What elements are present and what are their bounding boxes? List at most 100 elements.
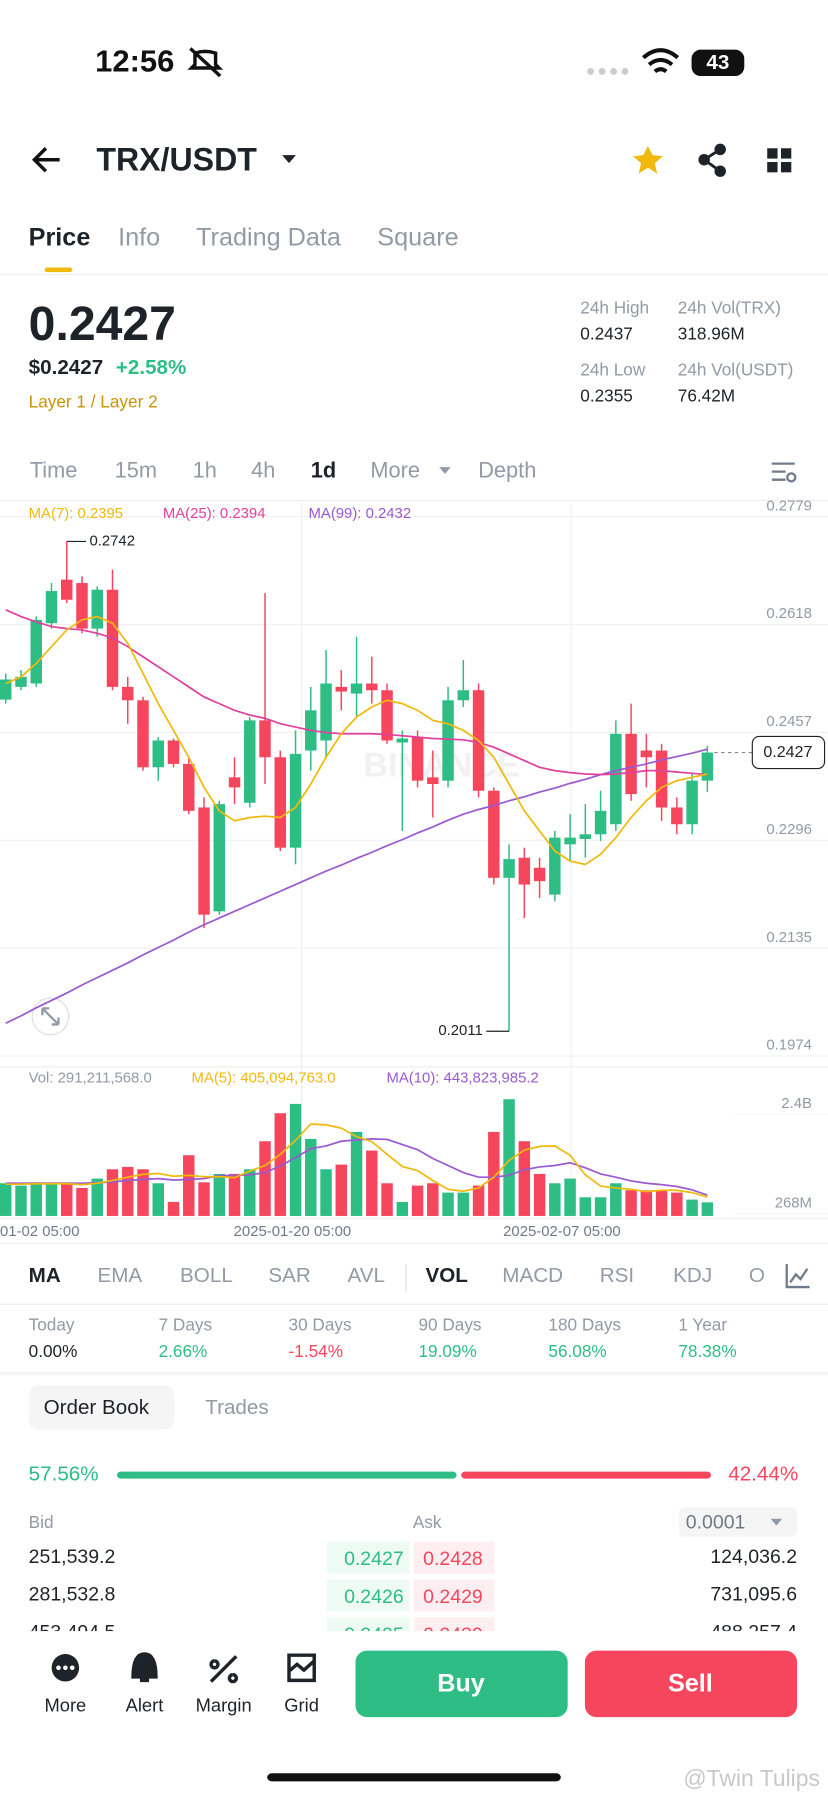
more-dropdown[interactable] bbox=[439, 467, 451, 474]
candle-body bbox=[30, 619, 42, 684]
stat-label: 24h High bbox=[580, 297, 649, 317]
volume-bar bbox=[122, 1166, 134, 1216]
ob-tab[interactable]: Trades bbox=[205, 1396, 268, 1419]
divider bbox=[0, 1371, 828, 1376]
step-value[interactable]: 0.0001 bbox=[686, 1511, 746, 1533]
interval[interactable]: Time bbox=[30, 457, 78, 482]
pair-title[interactable]: TRX/USDT bbox=[96, 142, 257, 178]
indicator[interactable]: EMA bbox=[97, 1264, 142, 1287]
pair-dropdown[interactable] bbox=[282, 155, 296, 164]
volume-bar bbox=[686, 1199, 698, 1216]
volume-bar bbox=[61, 1184, 73, 1216]
nav-label[interactable]: Margin bbox=[196, 1695, 252, 1716]
top-area: 12:56 43 TRX/USDT 0.2427 $0.2427 +2.58% … bbox=[0, 44, 828, 483]
buy-button[interactable] bbox=[355, 1650, 568, 1718]
order-book-tab-bg[interactable] bbox=[28, 1385, 175, 1430]
tags[interactable]: Layer 1 / Layer 2 bbox=[29, 391, 158, 411]
step-dropdown bbox=[770, 1518, 783, 1526]
indicator[interactable]: SAR bbox=[268, 1264, 310, 1287]
indicator[interactable]: RSI bbox=[600, 1264, 634, 1287]
candle-body bbox=[244, 720, 256, 803]
chart-settings-icon[interactable] bbox=[771, 462, 797, 483]
interval[interactable]: 4h bbox=[251, 457, 275, 482]
back-button[interactable] bbox=[31, 147, 60, 173]
volume-bar bbox=[213, 1173, 226, 1216]
volume-bar bbox=[91, 1178, 103, 1216]
ob-tab[interactable]: Order Book bbox=[44, 1396, 150, 1419]
candle-body bbox=[183, 763, 195, 811]
nav-label[interactable]: More bbox=[44, 1695, 86, 1716]
volume-bar bbox=[564, 1178, 576, 1216]
indicator-settings[interactable] bbox=[785, 1264, 810, 1289]
bid-price: 0.2426 bbox=[344, 1586, 404, 1608]
candle-body bbox=[442, 700, 454, 781]
home-indicator bbox=[267, 1773, 561, 1782]
volume-bar bbox=[274, 1113, 287, 1216]
candle-body bbox=[274, 757, 287, 848]
vol-ma5-line bbox=[5, 1123, 708, 1198]
step-select[interactable] bbox=[678, 1507, 798, 1538]
tab[interactable]: Price bbox=[29, 224, 91, 252]
tab[interactable]: Info bbox=[118, 224, 160, 252]
indicator[interactable]: MA bbox=[29, 1264, 61, 1287]
volume-bar bbox=[503, 1099, 515, 1216]
volume-bar bbox=[472, 1185, 485, 1216]
nav-label[interactable]: Alert bbox=[126, 1695, 164, 1716]
candle-body bbox=[45, 591, 58, 624]
volume-bar bbox=[411, 1185, 424, 1216]
share-icon[interactable] bbox=[698, 143, 726, 177]
candle-body bbox=[335, 686, 348, 692]
volume-bar bbox=[518, 1141, 531, 1216]
volume-bar bbox=[305, 1138, 317, 1216]
button-label[interactable]: Sell bbox=[668, 1670, 713, 1698]
tab[interactable]: Trading Data bbox=[196, 224, 342, 252]
grid-menu-icon[interactable] bbox=[767, 148, 792, 173]
volume-bar bbox=[152, 1183, 164, 1216]
lower-area: MA EMA BOLL SAR AVL VOL MACD RSI KDJ O Today 0.00% 7… bbox=[0, 1242, 828, 1538]
indicator[interactable]: VOL bbox=[425, 1264, 467, 1287]
tab-underline bbox=[44, 267, 73, 273]
candle-body bbox=[76, 583, 88, 629]
grid-icon[interactable] bbox=[287, 1653, 316, 1683]
interval[interactable]: 15m bbox=[115, 457, 157, 482]
stat-value: 0.2437 bbox=[580, 324, 633, 344]
candle-body bbox=[549, 837, 561, 895]
y-tick-label: 0.2296 bbox=[766, 822, 812, 838]
button-label[interactable]: Buy bbox=[437, 1670, 485, 1698]
volume-bar bbox=[671, 1192, 683, 1216]
interval[interactable]: Depth bbox=[478, 457, 536, 482]
candle-body bbox=[655, 750, 668, 808]
indicator[interactable]: KDJ bbox=[673, 1264, 712, 1287]
ask-ratio: 42.44% bbox=[728, 1463, 798, 1486]
signal-dots bbox=[587, 67, 629, 75]
volume-bar bbox=[625, 1190, 637, 1216]
interval[interactable]: More bbox=[370, 457, 420, 482]
interval[interactable]: 1d bbox=[311, 457, 336, 482]
ma-label: MA(25): 0.2394 bbox=[163, 506, 266, 522]
sell-button[interactable] bbox=[584, 1650, 798, 1718]
volume-bar bbox=[579, 1197, 592, 1216]
high-label: 0.2742 bbox=[89, 533, 135, 549]
favorite-star[interactable] bbox=[633, 145, 663, 174]
volume-bar bbox=[76, 1187, 88, 1216]
margin-icon[interactable] bbox=[209, 1655, 238, 1684]
indicator[interactable]: O bbox=[749, 1264, 765, 1287]
indicator[interactable]: BOLL bbox=[180, 1264, 233, 1287]
ask-price: 0.2428 bbox=[423, 1548, 483, 1570]
volume-bar bbox=[457, 1192, 470, 1216]
volume-bar bbox=[320, 1169, 332, 1216]
indicator[interactable]: MACD bbox=[502, 1264, 563, 1287]
x-tick-label: 2025-02-07 05:00 bbox=[503, 1224, 621, 1240]
volume-bar bbox=[45, 1183, 58, 1216]
alert-icon[interactable] bbox=[131, 1652, 158, 1683]
candle-body bbox=[564, 837, 576, 845]
tab[interactable]: Square bbox=[377, 224, 458, 252]
y-tick-label: 0.1974 bbox=[766, 1038, 812, 1054]
candle-body bbox=[579, 834, 592, 839]
interval[interactable]: 1h bbox=[193, 457, 217, 482]
candle-body bbox=[15, 676, 27, 687]
indicator[interactable]: AVL bbox=[347, 1264, 384, 1287]
nav-label[interactable]: Grid bbox=[284, 1695, 319, 1716]
